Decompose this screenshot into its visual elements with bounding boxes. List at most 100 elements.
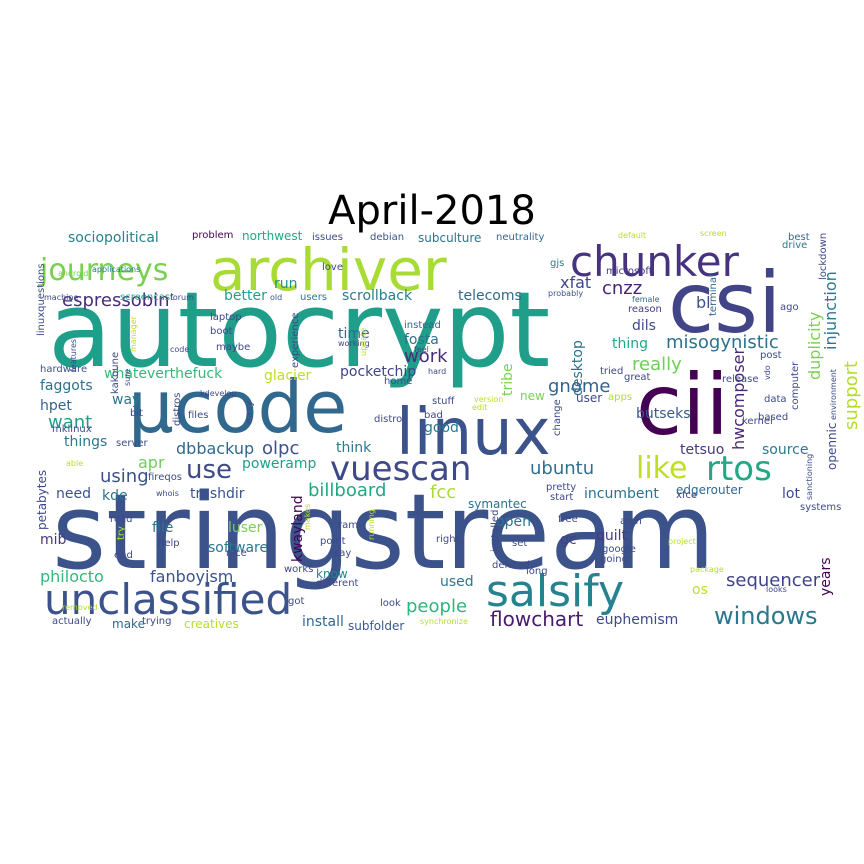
word-faggots: faggots <box>40 378 93 394</box>
word-distro: distro <box>374 414 402 425</box>
word-scrollback: scrollback <box>342 288 413 304</box>
word-misogynistic: misogynistic <box>666 332 779 353</box>
word-bl: bl <box>696 293 711 312</box>
word-like: like <box>636 451 687 486</box>
word-gc: gc <box>560 532 577 548</box>
word-good: good <box>424 420 459 436</box>
word-update: update <box>359 328 368 356</box>
word-archiver: archiver <box>210 236 447 304</box>
word-computer: computer <box>790 361 801 410</box>
word-installed: installed <box>490 510 501 552</box>
word-love: love <box>322 262 343 273</box>
word-synchronize: synchronize <box>420 617 468 626</box>
word-autocrypt: autocrypt <box>48 269 550 391</box>
word-really: really <box>632 354 682 375</box>
word-years: years <box>818 557 834 596</box>
word-hwcomposer: hwcomposer <box>729 347 748 450</box>
word-whois: whois <box>156 489 179 498</box>
word-things: things <box>64 434 107 450</box>
word-neutrality: neutrality <box>496 232 544 243</box>
word-luser: luser <box>228 520 263 536</box>
word-systems: systems <box>800 502 841 513</box>
word-maybe: maybe <box>216 342 250 353</box>
word-feel: feel <box>414 345 429 354</box>
word-bad: bad <box>424 410 443 421</box>
word-mib: mib <box>40 532 67 548</box>
word-right: right <box>436 534 460 545</box>
word-tribe: tribe <box>500 363 516 396</box>
word-sequencer: sequencer <box>726 570 821 591</box>
word-creatives: creatives <box>184 617 239 631</box>
word-flowchart: flowchart <box>490 607 583 631</box>
word-use: use <box>186 455 232 485</box>
word-unclassified: unclassified <box>44 575 292 624</box>
word-terminal: terminal <box>708 274 719 316</box>
word-end: end <box>114 550 133 561</box>
word-ago: ago <box>780 302 799 313</box>
word-kde: kde <box>102 488 128 504</box>
word-philocto: philocto <box>40 567 104 586</box>
word-chunker: chunker <box>570 237 740 286</box>
word-vuescan: vuescan <box>330 449 471 489</box>
word-reason: reason <box>628 304 662 315</box>
word-best: best <box>788 232 810 243</box>
word-release: release <box>722 374 758 385</box>
word-forum: forum <box>170 293 194 302</box>
figure-title: April-2018 <box>328 188 536 234</box>
word-help: help <box>158 538 180 549</box>
word-dbbackup: dbbackup <box>176 439 254 458</box>
word-csi: csi <box>668 254 781 352</box>
word-kwayland: kwayland <box>290 495 306 562</box>
word-edgerouter: edgerouter <box>676 483 743 497</box>
word-applications: applications <box>92 265 140 274</box>
word-actually: actually <box>52 616 92 627</box>
word-injunction: injunction <box>821 271 840 350</box>
word-different: different <box>316 578 359 589</box>
word-gjs: gjs <box>550 258 564 269</box>
word-look: look <box>380 598 401 609</box>
word-trashdir: trashdir <box>190 486 245 502</box>
word-environment: environment <box>829 369 838 420</box>
word-instead: instead <box>404 320 441 331</box>
word-dils: dils <box>632 318 656 334</box>
word-espressobin: espressobin <box>62 290 170 311</box>
word-pocketchip: pocketchip <box>340 364 416 380</box>
word-default: default <box>618 231 646 240</box>
word-arch: arch <box>620 516 642 527</box>
word-kakoune: kakoune <box>110 352 121 394</box>
word-files: files <box>188 410 208 421</box>
word-tried: tried <box>600 366 623 377</box>
word-poweramp: poweramp <box>242 456 316 472</box>
word-set: set <box>512 538 527 549</box>
word-issues: issues <box>312 232 343 243</box>
word-northwest: northwest <box>242 229 303 243</box>
word-working: working <box>338 339 370 348</box>
word-edit: edit <box>472 403 487 412</box>
word-telecoms: telecoms <box>458 288 522 304</box>
word-cii: cii <box>636 356 729 454</box>
word-thing: thing <box>612 336 648 352</box>
word-female: female <box>632 295 660 304</box>
word-whateverthefuck: whateverthefuck <box>104 366 223 382</box>
word-xfce: xfce <box>676 490 697 501</box>
word-windows: windows <box>714 602 818 630</box>
word-ubuntu: ubuntu <box>530 458 594 479</box>
word-opennic: opennic <box>825 423 839 470</box>
word-running: running <box>367 509 376 540</box>
word-laptop: laptop <box>210 312 242 323</box>
word-looks: looks <box>766 585 787 594</box>
word-subculture: subculture <box>418 231 481 245</box>
word-code: code <box>170 345 189 354</box>
word-tetsuo: tetsuo <box>680 442 724 458</box>
word-boot: boot <box>210 326 233 337</box>
word-able: able <box>66 459 83 468</box>
word-billboard: billboard <box>308 480 386 501</box>
word-quilt: quilt <box>596 528 628 544</box>
word-data: data <box>764 394 787 405</box>
word-using: using <box>100 466 149 487</box>
word-try: try <box>116 526 127 540</box>
word-olpc: olpc <box>262 453 265 455</box>
word-used: used <box>440 574 474 590</box>
word-better: better <box>224 288 267 304</box>
word-manager: manager <box>129 315 138 352</box>
